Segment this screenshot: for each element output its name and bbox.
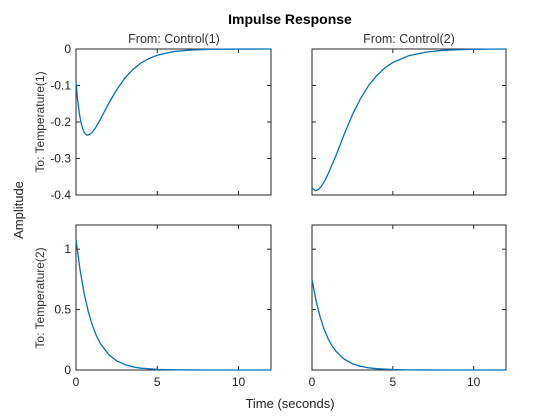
x-tick-label: 5 bbox=[154, 375, 161, 389]
column-label-control-2: From: Control(2) bbox=[363, 32, 455, 46]
row-label-temperature-1: To: Temperature(1) bbox=[33, 71, 47, 172]
y-axis-label: Amplitude bbox=[11, 181, 26, 239]
y-tick-label: -0.1 bbox=[50, 79, 71, 93]
x-tick-label: 10 bbox=[232, 375, 246, 389]
x-tick-label: 0 bbox=[309, 375, 316, 389]
impulse-response-line bbox=[311, 48, 507, 192]
y-tick-label: 0 bbox=[64, 42, 71, 56]
y-tick-label: -0.4 bbox=[50, 188, 71, 202]
x-tick-label: 10 bbox=[467, 375, 481, 389]
subplot-r2-c1: 0 5 10 1 0.5 0 bbox=[54, 224, 272, 389]
x-tick-label: 0 bbox=[73, 375, 80, 389]
column-label-control-1: From: Control(1) bbox=[128, 32, 220, 46]
subplot-r1-c2 bbox=[311, 48, 507, 196]
y-tick-label: 0 bbox=[64, 363, 71, 377]
impulse-response-line bbox=[311, 279, 506, 371]
impulse-response-line bbox=[75, 239, 271, 371]
y-tick-label: 0.5 bbox=[54, 303, 71, 317]
x-tick-label: 5 bbox=[389, 375, 396, 389]
x-axis-label: Time (seconds) bbox=[245, 396, 334, 411]
axes-frame bbox=[311, 224, 507, 371]
axes-frame bbox=[75, 48, 272, 196]
subplot-r1-c1: 0 -0.1 -0.2 -0.3 -0.4 bbox=[50, 42, 272, 202]
y-tick-label: -0.3 bbox=[50, 152, 71, 166]
impulse-response-line bbox=[75, 48, 272, 136]
row-label-temperature-2: To: Temperature(2) bbox=[33, 247, 47, 348]
y-tick-label: -0.2 bbox=[50, 115, 71, 129]
subplot-r2-c2: 0 5 10 bbox=[309, 224, 507, 389]
y-tick-label: 1 bbox=[64, 242, 71, 256]
axes-frame bbox=[311, 48, 507, 196]
chart-title: Impulse Response bbox=[228, 11, 352, 27]
axes-frame bbox=[75, 224, 272, 371]
